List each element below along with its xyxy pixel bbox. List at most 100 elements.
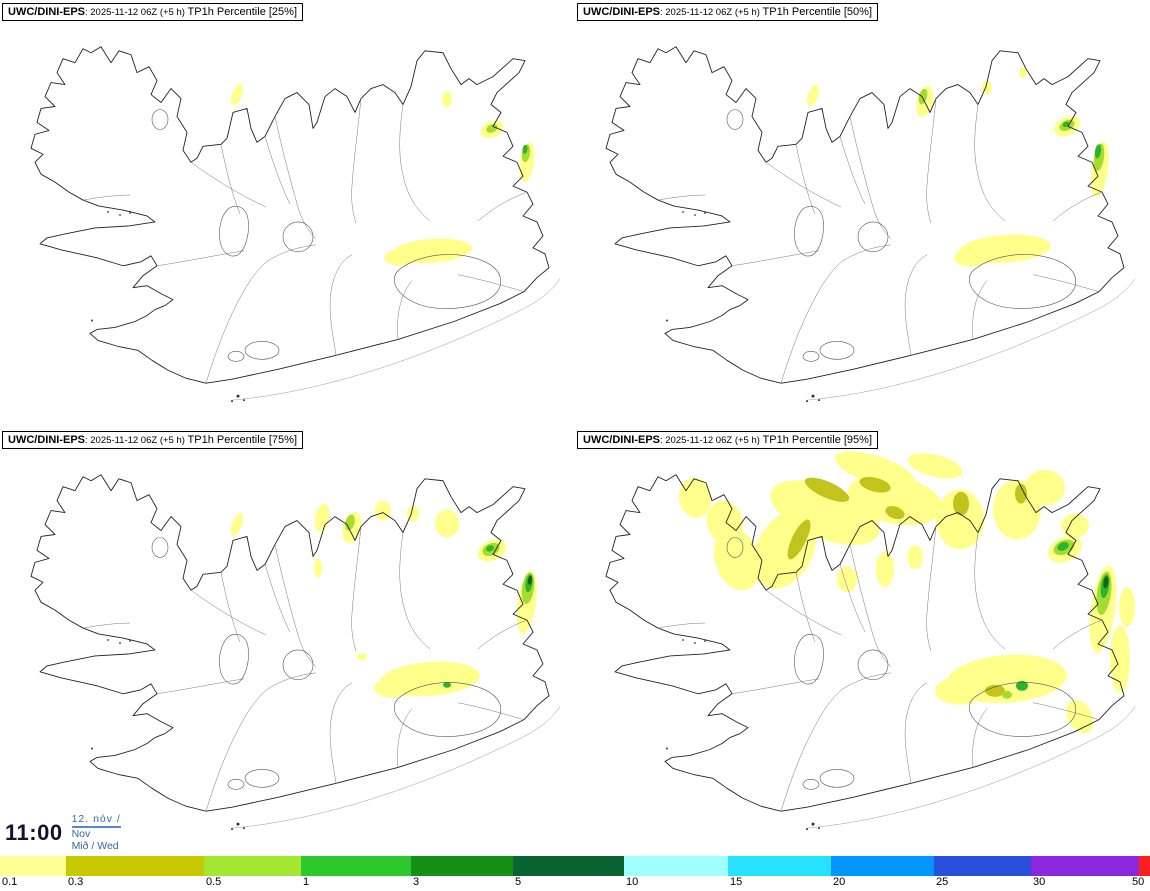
panel-title: UWC/DINI-EPS: 2025-11-12 06Z (+5 h) TP1h… — [577, 3, 878, 21]
precip-area — [918, 88, 928, 105]
colorbar-segment — [301, 856, 411, 876]
colorbar: 0.1 0.3 0.5 1 3 5 10 15 20 25 30 50 — [0, 856, 1150, 891]
panel-title: UWC/DINI-EPS: 2025-11-12 06Z (+5 h) TP1h… — [2, 3, 303, 21]
colorbar-segment — [728, 856, 831, 876]
precip-area — [384, 249, 416, 266]
precip-area — [907, 545, 923, 570]
forecast-panel-25: UWC/DINI-EPS: 2025-11-12 06Z (+5 h) TP1h… — [0, 0, 575, 428]
precip-area — [486, 545, 494, 552]
colorbar-label: 10 — [626, 876, 639, 888]
precip-area — [357, 652, 367, 661]
clock-time: 11:00 — [5, 820, 63, 846]
panel-title: UWC/DINI-EPS: 2025-11-12 06Z (+5 h) TP1h… — [577, 431, 878, 449]
colorbar-label: 5 — [515, 876, 522, 888]
precip-area — [1066, 700, 1094, 734]
precip-area — [936, 489, 984, 550]
precip-area — [982, 80, 992, 95]
precip-area — [1057, 542, 1069, 551]
precip-area — [527, 575, 533, 585]
colorbar-segment — [831, 856, 934, 876]
precip-area — [706, 500, 744, 545]
precip-area — [1094, 144, 1102, 159]
iceland-map — [30, 46, 561, 403]
precip-area — [1016, 680, 1028, 691]
clock-date: 12. nóv / Nov Mið / Wed — [71, 813, 121, 853]
clock-date-is: 12. nóv / — [71, 813, 121, 828]
iceland-map — [30, 474, 561, 831]
precip-area — [486, 123, 498, 133]
iceland-map — [605, 451, 1136, 831]
colorbar-segment — [1031, 856, 1139, 876]
colorbar-label: 3 — [413, 876, 420, 888]
panel-title-param: TP1h Percentile [25%] — [187, 6, 297, 18]
precip-area — [1062, 121, 1070, 128]
colorbar-segment — [624, 856, 728, 876]
precip-area — [230, 513, 244, 536]
precip-area — [375, 500, 391, 521]
colorbar-label: 0.5 — [206, 876, 222, 888]
panel-title-run: : 2025-11-12 06Z (+5 h) — [660, 7, 763, 18]
forecast-panel-50: UWC/DINI-EPS: 2025-11-12 06Z (+5 h) TP1h… — [575, 0, 1150, 428]
colorbar-label: 25 — [936, 876, 949, 888]
precip-area — [787, 519, 811, 560]
precip-area — [1002, 690, 1012, 699]
precip-area — [953, 491, 969, 516]
colorbar-labels: 0.1 0.3 0.5 1 3 5 10 15 20 25 30 50 — [0, 876, 1150, 891]
precip-area — [876, 551, 894, 588]
colorbar-label: 20 — [833, 876, 846, 888]
panel-title-model: UWC/DINI-EPS — [583, 434, 660, 446]
colorbar-label: 50 — [1132, 876, 1145, 888]
panel-title-run: : 2025-11-12 06Z (+5 h) — [660, 435, 763, 446]
panel-title-param: TP1h Percentile [95%] — [762, 434, 872, 446]
clock-weekday: Mið / Wed — [71, 840, 119, 853]
precip-area — [859, 476, 891, 493]
panel-title-param: TP1h Percentile [75%] — [187, 434, 297, 446]
colorbar-label: 0.3 — [68, 876, 84, 888]
panel-title-param: TP1h Percentile [50%] — [762, 6, 872, 18]
precip-area — [834, 451, 916, 489]
colorbar-label: 30 — [1033, 876, 1046, 888]
precip-area — [935, 676, 985, 705]
precip-area — [435, 509, 459, 538]
precip-area — [954, 248, 988, 267]
precip-area — [374, 677, 410, 698]
precip-area — [770, 480, 880, 545]
colorbar-segment — [934, 856, 1031, 876]
precipitation-layer — [678, 451, 1135, 734]
precip-area — [1119, 587, 1135, 628]
precipitation-layer — [230, 84, 535, 266]
precip-area — [837, 566, 857, 593]
precip-area — [1110, 625, 1130, 693]
precip-area — [985, 684, 1005, 697]
precip-area — [1019, 66, 1027, 79]
panel-grid: UWC/DINI-EPS: 2025-11-12 06Z (+5 h) TP1h… — [0, 0, 1150, 856]
colorbar-segments — [0, 856, 1150, 876]
colorbar-segment — [1139, 856, 1150, 876]
panel-title: UWC/DINI-EPS: 2025-11-12 06Z (+5 h) TP1h… — [2, 431, 303, 449]
panel-title-model: UWC/DINI-EPS — [8, 6, 85, 18]
precip-area — [314, 503, 330, 532]
panel-title-run: : 2025-11-12 06Z (+5 h) — [85, 435, 188, 446]
colorbar-segment — [411, 856, 513, 876]
precip-area — [443, 681, 451, 688]
clock[interactable]: 11:00 12. nóv / Nov Mið / Wed — [0, 811, 131, 856]
colorbar-label: 15 — [730, 876, 743, 888]
colorbar-label: 1 — [303, 876, 310, 888]
colorbar-segment — [0, 856, 66, 876]
precip-area — [522, 144, 528, 154]
precip-area — [1061, 513, 1089, 538]
precip-area — [314, 558, 322, 579]
precip-area — [678, 477, 712, 518]
panel-title-model: UWC/DINI-EPS — [583, 6, 660, 18]
precip-area — [442, 91, 452, 108]
precip-area — [885, 506, 905, 520]
clock-date-en: Nov — [71, 827, 91, 840]
precipitation-layer — [806, 66, 1109, 267]
forecast-panel-95: UWC/DINI-EPS: 2025-11-12 06Z (+5 h) TP1h… — [575, 428, 1150, 856]
precip-area — [1015, 483, 1027, 504]
iceland-map — [605, 46, 1136, 403]
colorbar-segment — [66, 856, 204, 876]
precip-area — [804, 477, 850, 502]
colorbar-label: 0.1 — [2, 876, 18, 888]
precip-area — [1025, 469, 1065, 506]
